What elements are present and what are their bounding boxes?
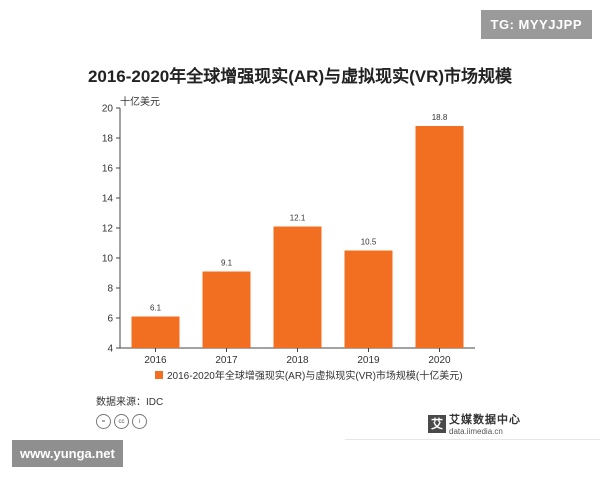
bar [273,226,322,348]
site-watermark: www.yunga.net [12,440,123,467]
data-label: 18.8 [432,113,448,122]
y-tick-label: 8 [107,284,113,295]
tg-badge: TG: MYYJJPP [480,10,592,39]
brand-url: data.iimedia.cn [449,427,503,436]
x-tick-label: 2019 [357,355,380,366]
brand-logo-block: 艾 艾媒数据中心 data.iimedia.cn [428,411,521,436]
y-tick-label: 12 [102,224,114,235]
data-label: 12.1 [290,214,306,223]
data-label: 9.1 [221,259,233,268]
data-label: 10.5 [361,238,377,247]
x-tick-label: 2016 [144,355,167,366]
legend-swatch [155,370,163,379]
footer-divider [345,439,600,440]
x-tick-label: 2020 [428,355,451,366]
chart-title: 2016-2020年全球增强现实(AR)与虚拟现实(VR)市场规模 [87,67,513,86]
bar [131,316,180,348]
y-tick-label: 14 [102,194,114,205]
legend-label: 2016-2020年全球增强现实(AR)与虚拟现实(VR)市场规模(十亿美元) [167,371,463,382]
bar [202,271,251,348]
y-tick-label: 10 [102,254,114,265]
x-tick-label: 2017 [215,355,238,366]
y-tick-label: 4 [107,344,113,355]
license-icons: = cc i [96,414,147,429]
x-tick-label: 2018 [286,355,309,366]
bar [415,126,464,348]
y-tick-label: 20 [102,104,114,115]
bar [344,250,393,348]
y-tick-label: 16 [102,164,114,175]
y-tick-label: 6 [107,314,113,325]
equals-icon: = [96,414,111,429]
cc-icon: cc [114,414,129,429]
data-source: 数据来源：IDC [96,397,164,408]
data-label: 6.1 [150,304,162,313]
person-icon: i [132,414,147,429]
y-axis-unit: 十亿美元 [120,97,160,108]
chart-legend: 2016-2020年全球增强现实(AR)与虚拟现实(VR)市场规模(十亿美元) [155,367,463,382]
y-tick-label: 18 [102,134,114,145]
brand-name: 艾媒数据中心 [449,414,521,426]
brand-logo-icon: 艾 [428,414,446,433]
